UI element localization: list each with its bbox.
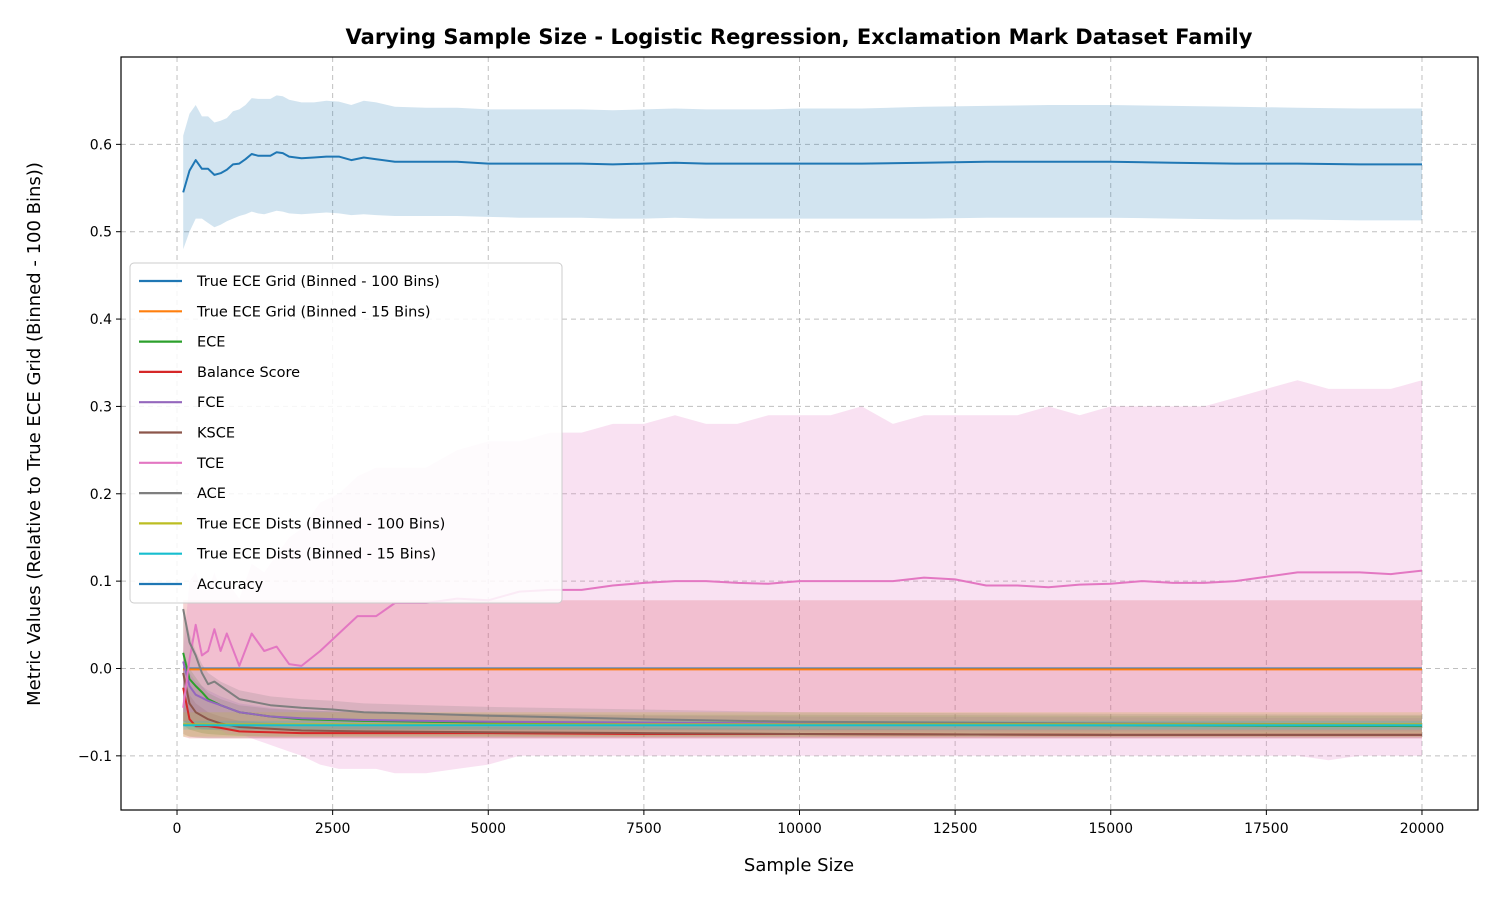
y-axis-ticks: −0.1 0.0 0.1 0.2 0.3 0.4 0.5 0.6 bbox=[78, 137, 121, 765]
legend-label: True ECE Dists (Binned - 15 Bins) bbox=[196, 547, 436, 563]
series-lines bbox=[182, 151, 1423, 736]
y-tick-label: 0.2 bbox=[90, 487, 112, 503]
x-tick-label: 5000 bbox=[470, 821, 506, 837]
chart-title: Varying Sample Size - Logistic Regressio… bbox=[346, 25, 1253, 49]
y-axis-label: Metric Values (Relative to True ECE Grid… bbox=[24, 162, 45, 706]
legend-label: ACE bbox=[197, 486, 226, 502]
legend-label: KSCE bbox=[197, 426, 235, 442]
x-axis-label: Sample Size bbox=[744, 855, 854, 876]
series-line-accuracy bbox=[182, 151, 1422, 193]
x-tick-label: 7500 bbox=[626, 821, 662, 837]
series-line-ksce bbox=[182, 672, 1422, 736]
x-tick-label: 12500 bbox=[933, 821, 978, 837]
x-axis-ticks: 0 2500 5000 7500 10000 12500 15000 17500 20000 bbox=[173, 810, 1445, 837]
legend: True ECE Grid (Binned - 100 Bins) True EC… bbox=[129, 262, 563, 604]
x-tick-label: 0 bbox=[173, 821, 182, 837]
y-tick-label: 0.5 bbox=[90, 225, 112, 241]
legend-label: True ECE Dists (Binned - 100 Bins) bbox=[196, 516, 445, 532]
band-accuracy bbox=[183, 95, 1423, 250]
y-tick-label: 0.1 bbox=[90, 574, 112, 590]
legend-label: Balance Score bbox=[197, 365, 300, 381]
legend-box bbox=[129, 262, 563, 604]
x-tick-label: 20000 bbox=[1400, 821, 1445, 837]
legend-label: True ECE Grid (Binned - 15 Bins) bbox=[196, 304, 431, 320]
y-tick-label: 0.6 bbox=[90, 137, 112, 153]
series-line-tce bbox=[182, 569, 1423, 708]
x-tick-label: 2500 bbox=[315, 821, 351, 837]
legend-label: FCE bbox=[197, 395, 225, 411]
y-tick-label: 0.4 bbox=[90, 312, 112, 328]
band-ace bbox=[183, 607, 1423, 730]
y-tick-label: 0.3 bbox=[90, 399, 112, 415]
x-tick-label: 15000 bbox=[1088, 821, 1133, 837]
y-tick-label: 0.0 bbox=[90, 661, 112, 677]
legend-label: TCE bbox=[196, 456, 224, 472]
legend-label: True ECE Grid (Binned - 100 Bins) bbox=[196, 274, 440, 290]
x-tick-label: 10000 bbox=[777, 821, 822, 837]
legend-label: Accuracy bbox=[197, 577, 264, 593]
y-tick-label: −0.1 bbox=[78, 749, 112, 765]
series-line-fce bbox=[182, 661, 1423, 727]
series-line-ace bbox=[182, 608, 1423, 726]
legend-label: ECE bbox=[197, 335, 225, 351]
x-tick-label: 17500 bbox=[1244, 821, 1289, 837]
